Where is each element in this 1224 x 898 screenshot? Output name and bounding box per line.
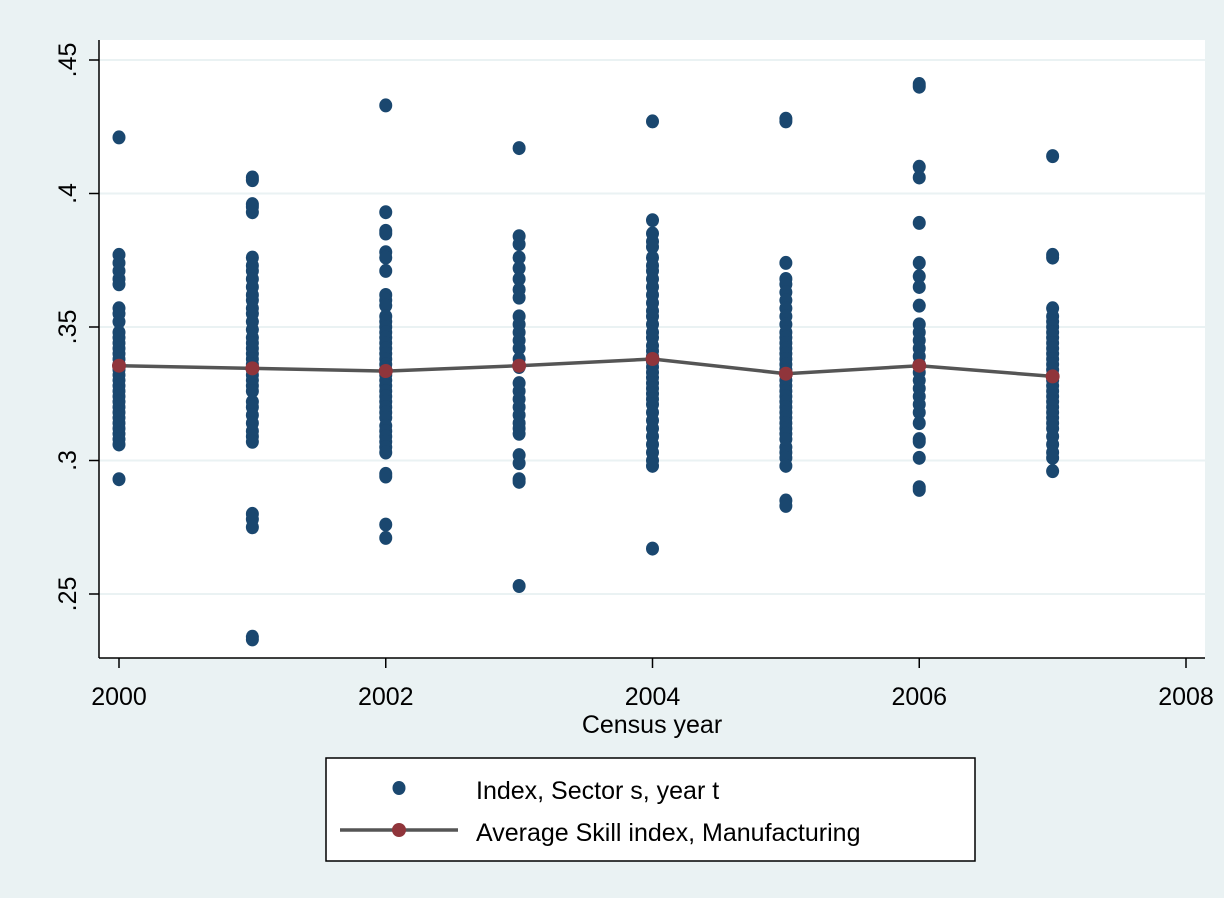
scatter-points (112, 77, 1060, 647)
scatter-point (512, 290, 526, 305)
x-tick-label: 2008 (1158, 683, 1214, 711)
legend-label-scatter: Index, Sector s, year t (476, 777, 719, 805)
y-tick-label: .3 (54, 450, 82, 471)
y-tick-label: .35 (54, 310, 82, 345)
scatter-point (912, 269, 926, 284)
scatter-point (245, 632, 259, 647)
scatter-point (379, 263, 393, 278)
scatter-point (379, 205, 393, 220)
mean-marker (912, 358, 927, 373)
scatter-point (912, 159, 926, 174)
scatter-point (379, 445, 393, 460)
scatter-point (1046, 450, 1060, 465)
scatter-point (646, 213, 659, 228)
legend-box (325, 757, 976, 862)
mean-marker (245, 361, 260, 376)
scatter-point (379, 226, 393, 241)
scatter-point (512, 141, 526, 156)
scatter-point (912, 405, 926, 420)
scatter-point (512, 456, 526, 471)
scatter-point (1046, 250, 1060, 265)
legend-scatter-marker (392, 781, 406, 795)
scatter-point (512, 261, 526, 276)
scatter-point (245, 205, 259, 220)
x-axis-ticks: 2000 2002 2004 2006 2008 (91, 658, 1214, 711)
legend-line-marker (392, 823, 406, 837)
x-axis-label: Census year (582, 711, 722, 739)
scatter-point (512, 578, 526, 593)
mean-line-layer (112, 352, 1060, 384)
scatter-point (912, 434, 926, 449)
scatter-point (646, 114, 659, 129)
mean-marker (112, 358, 126, 373)
scatter-point (512, 474, 526, 489)
x-tick-label: 2006 (891, 683, 947, 711)
legend-symbol-line (340, 823, 458, 837)
scatter-point (779, 255, 793, 270)
scatter-point (245, 173, 259, 188)
scatter-point (379, 98, 393, 113)
scatter-point (779, 498, 793, 513)
y-tick-label: .45 (54, 43, 82, 78)
mean-marker (378, 364, 393, 379)
scatter-point (646, 541, 659, 556)
scatter-point (912, 170, 926, 185)
scatter-point (512, 426, 526, 441)
x-tick-label: 2002 (358, 683, 414, 711)
scatter-point (912, 298, 926, 313)
scatter-point (112, 277, 126, 292)
scatter-point (245, 434, 259, 449)
scatter-point (912, 255, 926, 270)
scatter-point (379, 517, 393, 532)
mean-marker (778, 366, 793, 381)
x-tick-label: 2000 (91, 683, 147, 711)
scatter-point (912, 416, 926, 431)
scatter-point (112, 472, 126, 487)
x-tick-label: 2004 (625, 683, 681, 711)
scatter-point (646, 458, 659, 473)
scatter-point (1046, 464, 1060, 479)
mean-marker (645, 352, 660, 367)
scatter-point (379, 250, 393, 265)
legend-symbol-scatter (392, 781, 406, 795)
mean-marker (512, 358, 527, 373)
scatter-point (379, 469, 393, 484)
y-tick-label: .4 (54, 183, 82, 204)
scatter-point (912, 482, 926, 497)
scatter-point (512, 237, 526, 252)
scatter-point (379, 298, 393, 313)
scatter-point (512, 250, 526, 265)
scatter-point (779, 114, 793, 129)
scatter-point (1046, 149, 1060, 164)
scatter-point (912, 215, 926, 230)
legend-label-line: Average Skill index, Manufacturing (476, 819, 860, 847)
scatter-point (112, 130, 126, 145)
scatter-point (112, 314, 126, 329)
scatter-point (912, 79, 926, 94)
y-axis-ticks: .25 .3 .35 .4 .45 (54, 43, 99, 612)
scatter-point (912, 279, 926, 294)
legend: Index, Sector s, year t Average Skill in… (325, 757, 976, 862)
scatter-point (512, 341, 526, 356)
scatter-point (512, 271, 526, 286)
scatter-point (912, 450, 926, 465)
scatter-point (379, 530, 393, 545)
scatter-point (112, 437, 126, 452)
scatter-point (779, 458, 793, 473)
scatter-point (245, 384, 259, 399)
scatter-point (646, 239, 659, 254)
y-tick-label: .25 (54, 577, 82, 612)
mean-line (118, 357, 1053, 379)
mean-marker (1045, 369, 1060, 384)
scatter-point (245, 520, 259, 535)
